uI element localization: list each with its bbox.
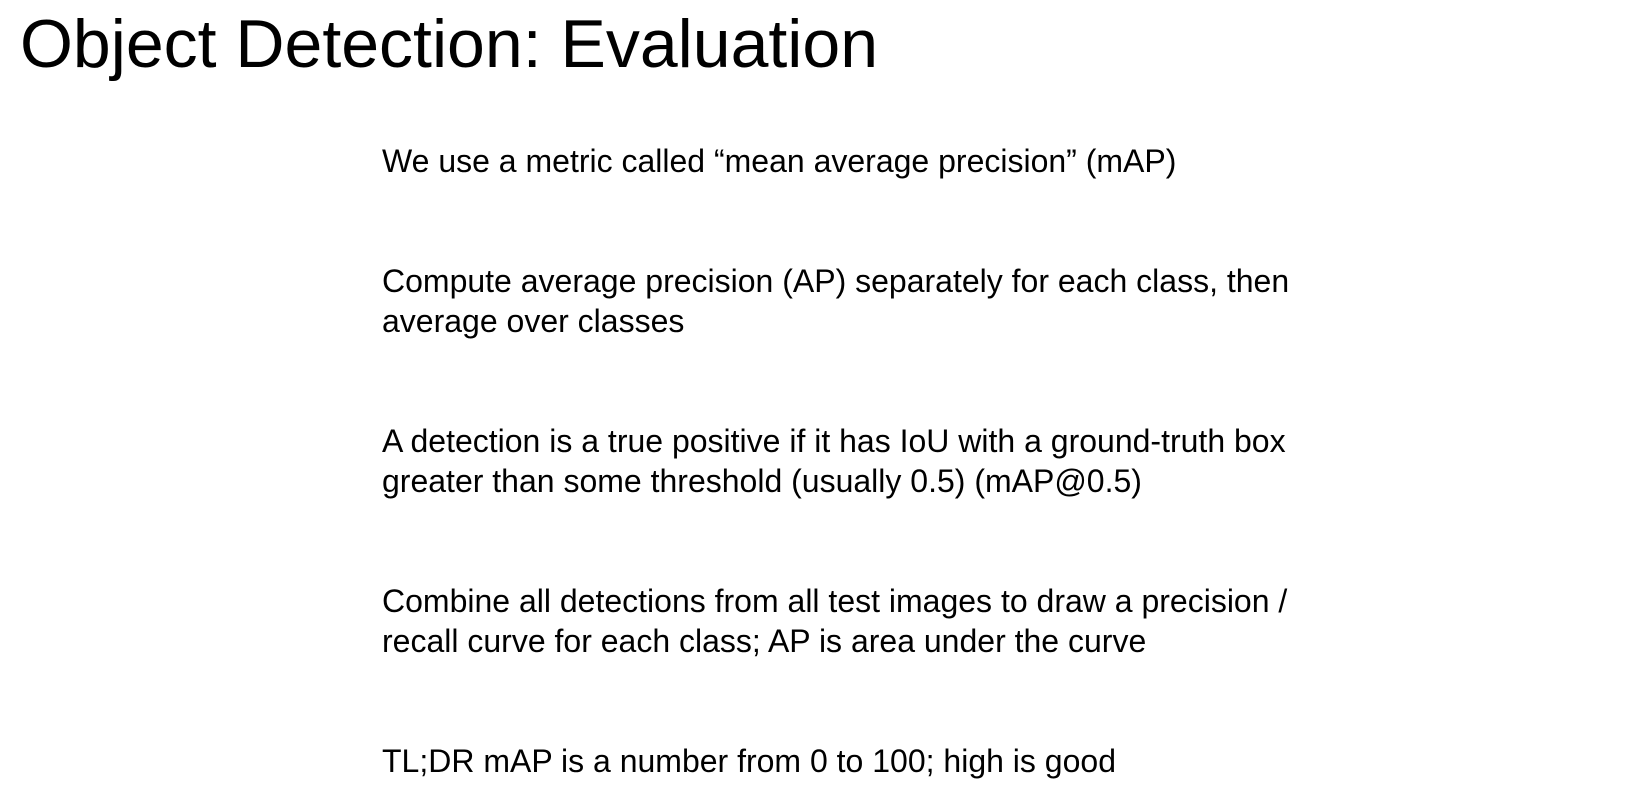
slide-title: Object Detection: Evaluation <box>20 6 879 82</box>
bullet-text-line: recall curve for each class; AP is area … <box>382 623 1147 659</box>
bullet-item: We use a metric called “mean average pre… <box>382 141 1382 181</box>
bullet-text-line: A detection is a true positive if it has… <box>382 423 1286 459</box>
bullet-item: TL;DR mAP is a number from 0 to 100; hig… <box>382 741 1382 781</box>
bullet-text-line: greater than some threshold (usually 0.5… <box>382 463 1142 499</box>
bullet-text-line: TL;DR mAP is a number from 0 to 100; hig… <box>382 743 1116 779</box>
bullet-text-line: We use a metric called “mean average pre… <box>382 143 1177 179</box>
bullet-item: A detection is a true positive if it has… <box>382 421 1382 501</box>
bullet-text-line: Compute average precision (AP) separatel… <box>382 263 1290 299</box>
bullet-item: Combine all detections from all test ima… <box>382 581 1382 661</box>
bullet-item: Compute average precision (AP) separatel… <box>382 261 1382 341</box>
bullet-text-line: Combine all detections from all test ima… <box>382 583 1288 619</box>
bullet-text-line: average over classes <box>382 303 685 339</box>
